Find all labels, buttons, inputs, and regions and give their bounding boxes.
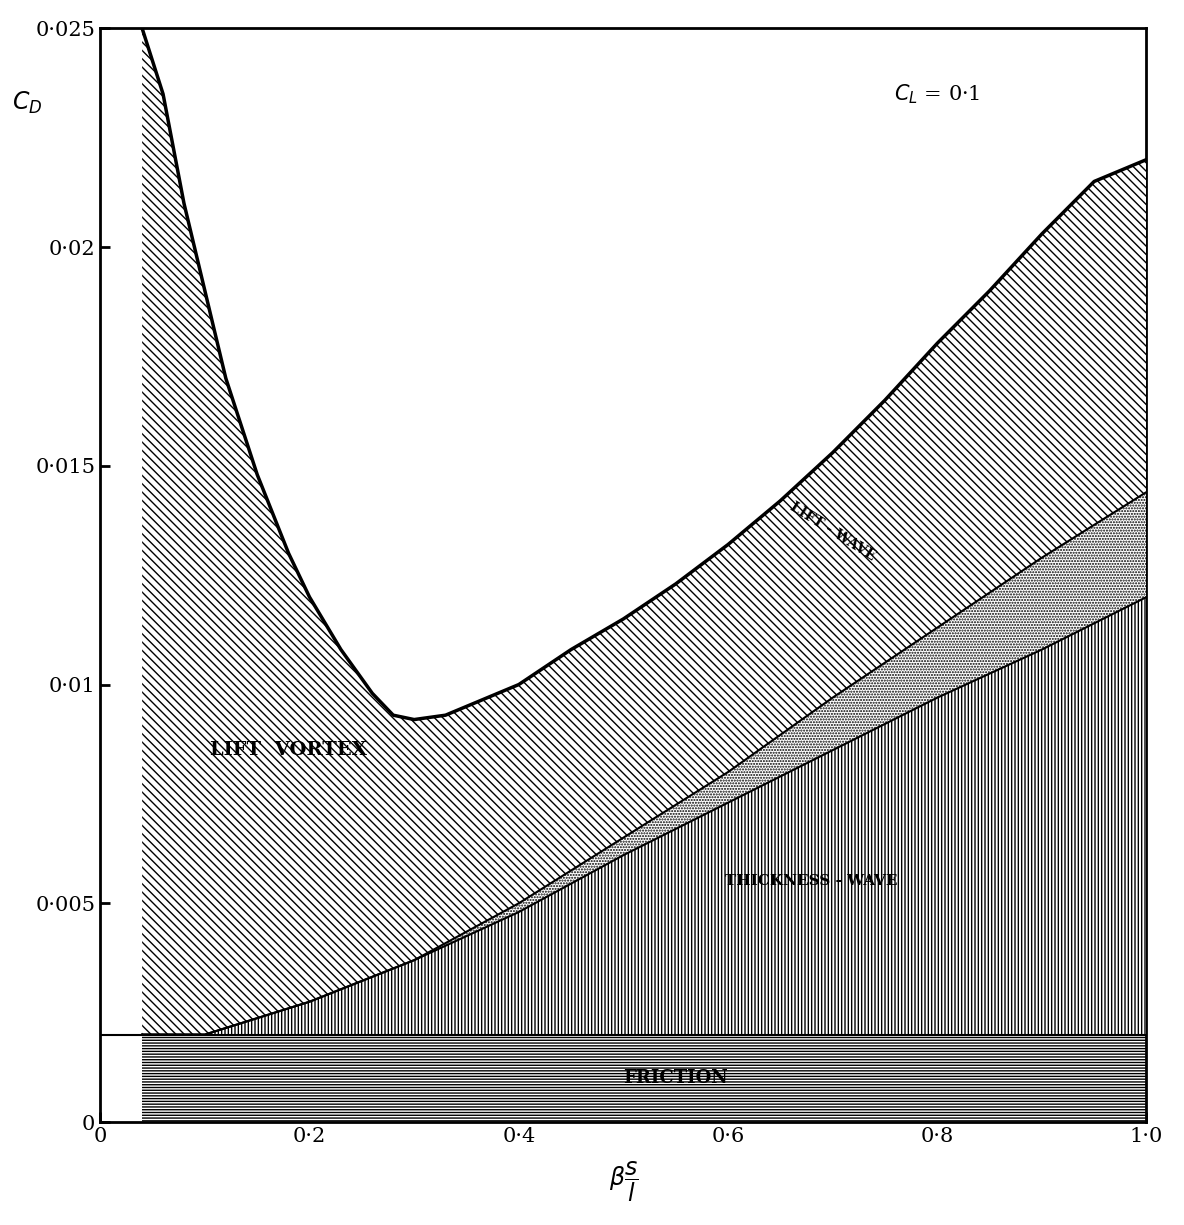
Text: LIFT  VORTEX: LIFT VORTEX <box>210 741 367 760</box>
Y-axis label: $C_D$: $C_D$ <box>12 89 43 116</box>
Text: $C_L$ = 0·1: $C_L$ = 0·1 <box>894 82 980 105</box>
Text: FRICTION: FRICTION <box>623 1069 728 1088</box>
X-axis label: $\beta \dfrac{s}{l}$: $\beta \dfrac{s}{l}$ <box>609 1160 638 1204</box>
Text: LIFT - WAVE: LIFT - WAVE <box>787 500 877 564</box>
Text: THICKNESS - WAVE: THICKNESS - WAVE <box>726 875 897 888</box>
